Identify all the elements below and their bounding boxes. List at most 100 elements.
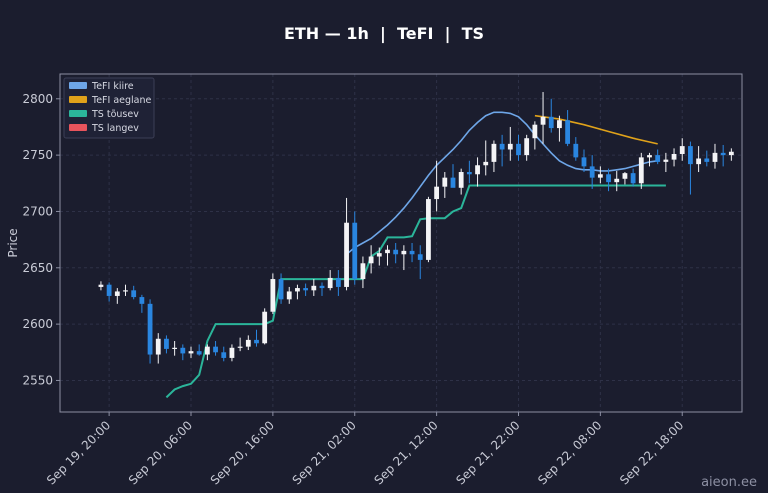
legend-label: TeFI kiire (91, 81, 134, 92)
candle-body (360, 263, 366, 280)
grid (60, 74, 742, 412)
candle-body (204, 346, 210, 355)
candle-body (155, 338, 161, 355)
candle-body (188, 351, 194, 354)
candle-body (213, 346, 218, 353)
candle-body (123, 290, 128, 292)
x-tick-label: Sep 22, 18:00 (617, 418, 686, 487)
candle-body (229, 347, 235, 358)
legend-label: TeFI aeglane (91, 95, 151, 106)
candle-body (286, 291, 292, 300)
candle-body (98, 284, 104, 287)
y-tick-label: 2650 (22, 261, 53, 275)
candle-body (458, 172, 464, 188)
candle-body (573, 143, 579, 158)
plot-frame (59, 73, 743, 413)
candle-body (106, 284, 112, 296)
candle-body (434, 186, 440, 200)
candle-body (524, 138, 530, 156)
candle-body (475, 165, 480, 175)
candle-body (278, 279, 284, 300)
legend-swatch (69, 124, 87, 131)
candle-body (335, 277, 341, 287)
candle-body (114, 291, 120, 296)
candle-body (426, 199, 431, 260)
y-axis: 2550 2600 2650 2700 2750 2800 (22, 92, 60, 387)
x-tick-label: Sep 20, 16:00 (208, 418, 277, 487)
candle-body (352, 222, 358, 280)
candle-body (442, 177, 448, 187)
candle-body (245, 339, 251, 347)
candle-body (450, 177, 456, 188)
candle-body (303, 288, 309, 291)
candle-body (131, 290, 137, 298)
candle-body (262, 311, 268, 344)
x-tick-label: Sep 20, 06:00 (126, 418, 195, 487)
candle-body (327, 277, 333, 289)
candle-body (540, 116, 546, 125)
ts-up-line (165, 184, 666, 399)
legend: TeFI kiire TeFI aeglane TS tõusev TS langev (63, 77, 155, 139)
candle-body (532, 124, 538, 139)
candle-body (663, 159, 669, 162)
candle-body (704, 158, 710, 162)
candle-body (401, 250, 407, 255)
candle-body (655, 155, 661, 162)
candle-body (565, 120, 571, 144)
candle-body (581, 157, 587, 167)
candle-body (139, 297, 145, 304)
candle-body (614, 178, 620, 183)
candle-body (638, 157, 644, 184)
candle-body (597, 174, 603, 178)
y-axis-label: Price (6, 228, 20, 257)
x-axis: Sep 19, 20:00 Sep 20, 06:00 Sep 20, 16:00 S… (44, 412, 686, 487)
x-tick-label: Sep 19, 20:00 (44, 418, 113, 487)
y-tick-label: 2550 (22, 373, 53, 387)
candle-body (319, 285, 325, 289)
candle-body (548, 116, 554, 129)
candle-body (311, 285, 317, 291)
candle-body (385, 249, 390, 254)
tefi-lines (346, 111, 658, 255)
candle-body (147, 303, 153, 355)
legend-label: TS langev (91, 123, 139, 134)
candle-body (164, 338, 169, 349)
legend-box (63, 77, 155, 139)
candle-body (393, 249, 399, 255)
candle-body (409, 250, 415, 255)
legend-swatch (69, 110, 87, 117)
candle-body (376, 253, 382, 257)
candle-body (688, 146, 693, 165)
candle-body (499, 143, 505, 150)
candle-body (712, 152, 718, 162)
candle-body (516, 143, 521, 156)
candles (98, 92, 734, 364)
candle-body (606, 174, 611, 183)
tefi-fast-line (346, 111, 658, 255)
candle-body (270, 279, 276, 312)
tefi-slow-line (534, 114, 658, 145)
candle-body (344, 222, 349, 287)
candle-body (295, 288, 300, 292)
y-tick-label: 2700 (22, 204, 53, 218)
candle-body (466, 172, 472, 175)
candle-body (172, 347, 178, 349)
watermark: aieon.ee (701, 475, 757, 490)
candle-body (491, 143, 497, 162)
candle-body (368, 256, 374, 264)
candle-body (696, 158, 702, 165)
candle-body (507, 143, 513, 150)
candle-body (557, 120, 562, 129)
candle-body (647, 155, 652, 158)
legend-label: TS tõusev (91, 109, 139, 120)
x-tick-label: Sep 21, 12:00 (371, 418, 440, 487)
legend-swatch (69, 96, 87, 103)
candle-body (630, 173, 636, 184)
candle-body (671, 153, 677, 160)
candle-body (720, 152, 726, 156)
candle-body (196, 351, 202, 355)
y-tick-label: 2600 (22, 317, 53, 331)
ts-lines (165, 184, 666, 399)
candle-body (180, 347, 186, 354)
